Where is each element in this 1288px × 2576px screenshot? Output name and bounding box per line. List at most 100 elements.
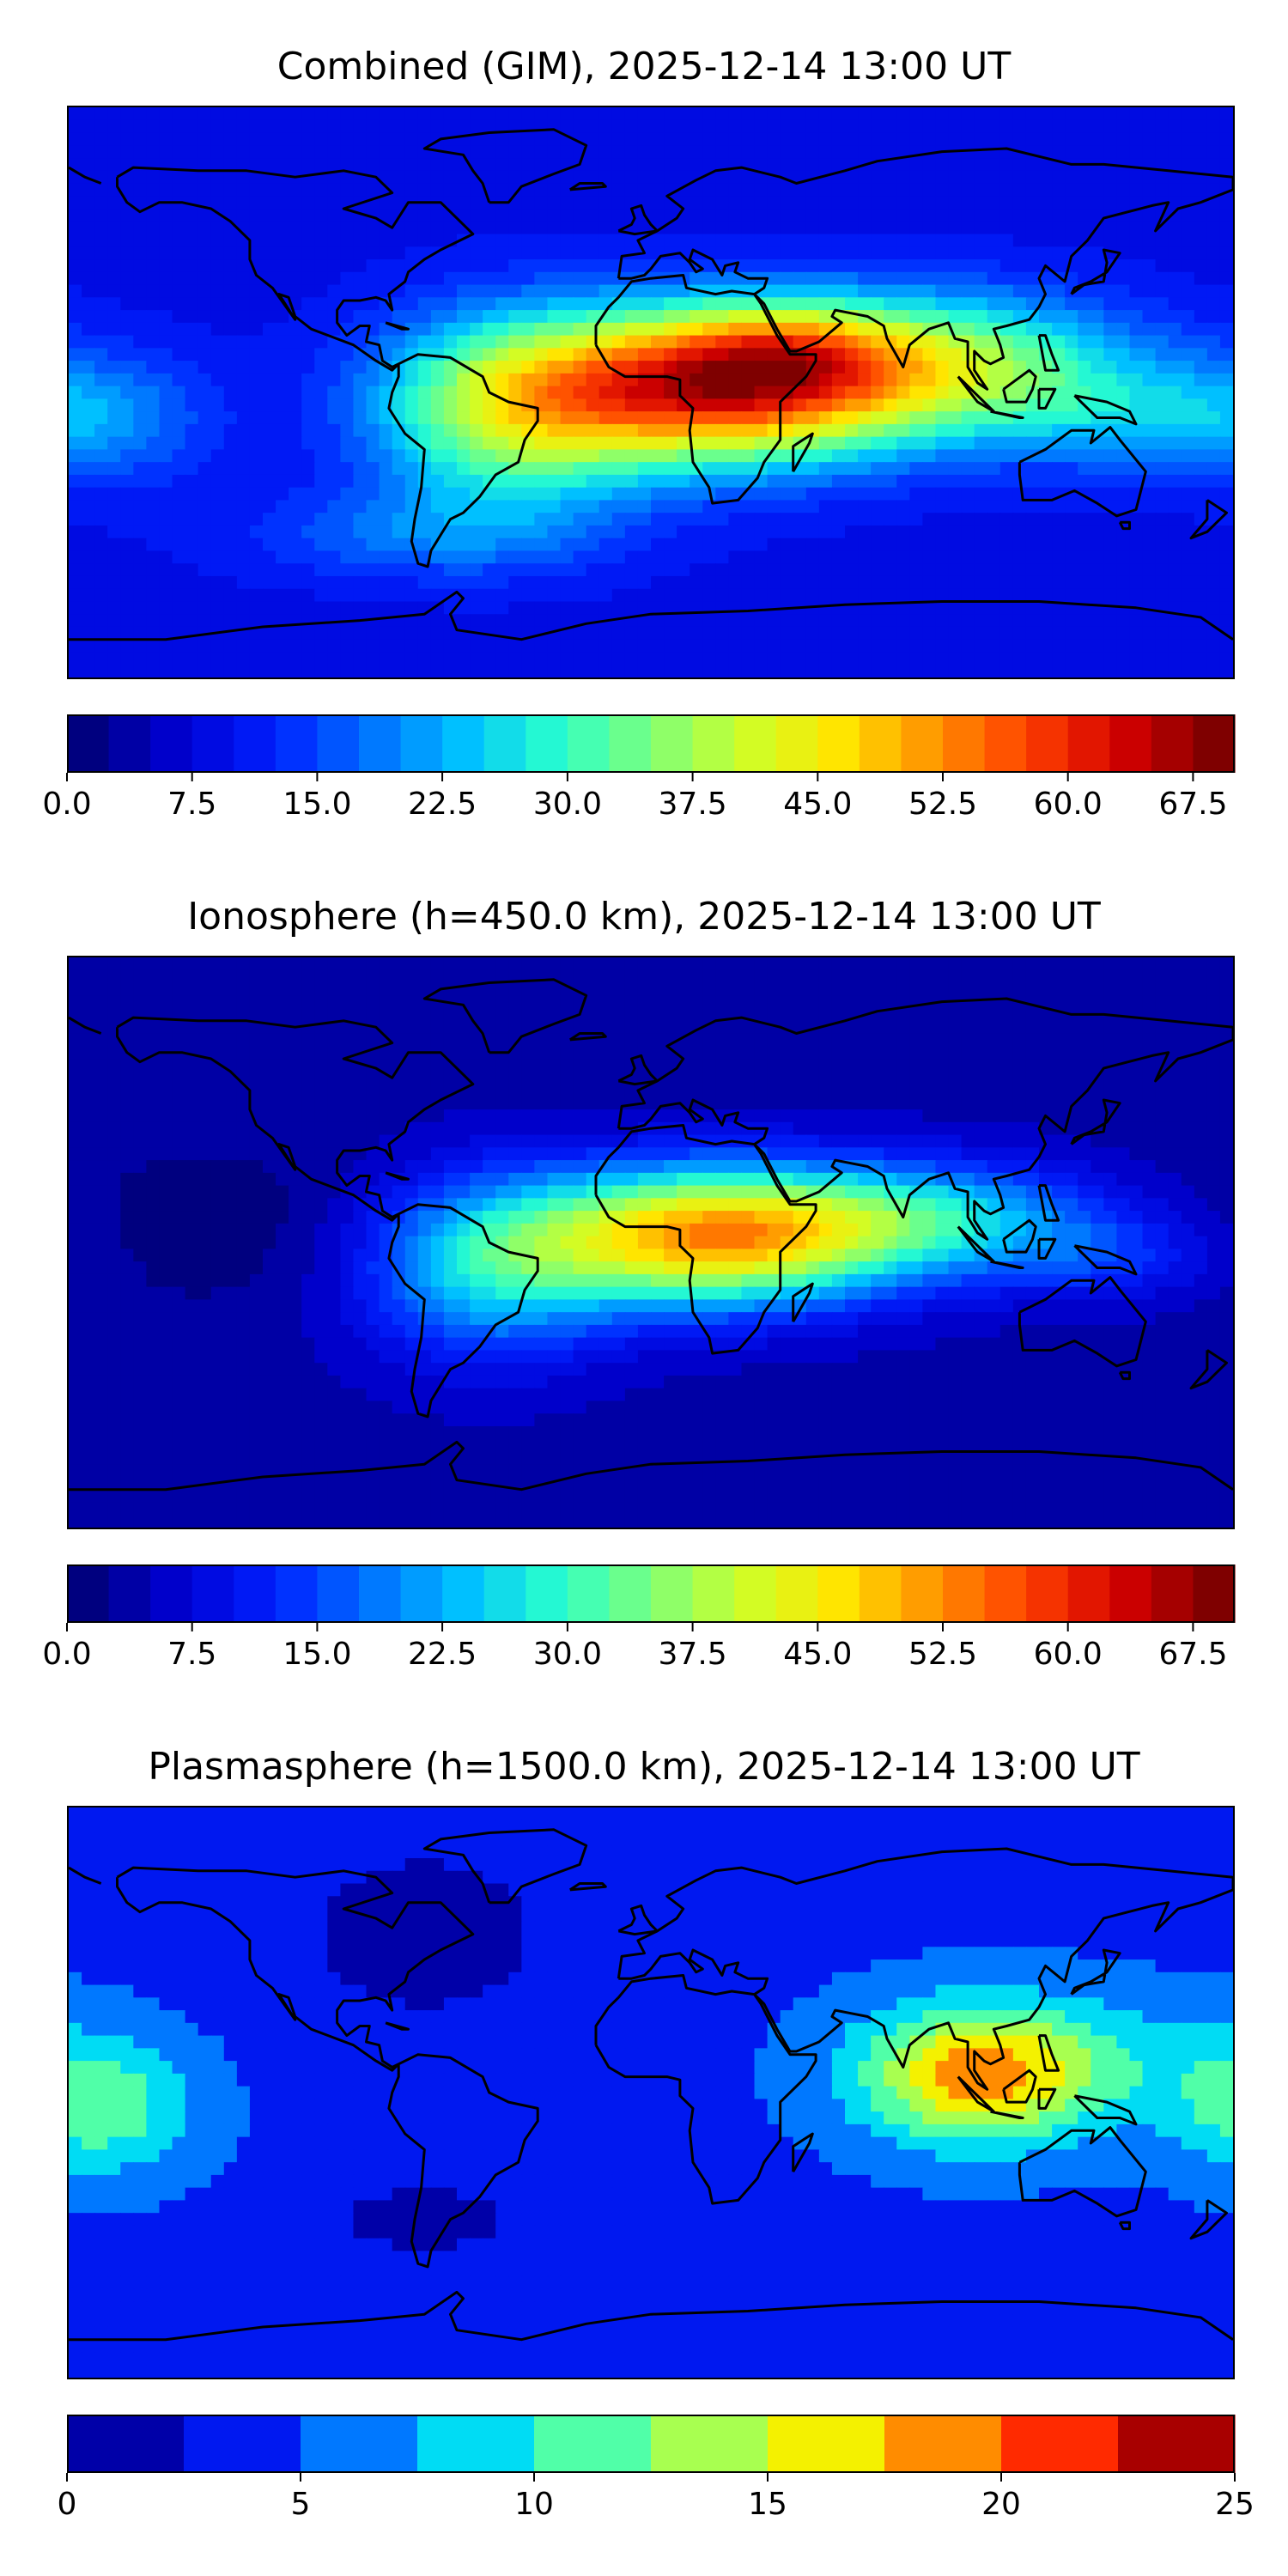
field-cell <box>197 1033 212 1047</box>
field-cell <box>379 322 393 337</box>
field-cell <box>146 386 161 400</box>
field-cell <box>909 1033 924 1047</box>
field-cell <box>1052 969 1066 984</box>
field-cell <box>172 183 186 197</box>
field-cell <box>677 639 690 653</box>
field-cell <box>1181 614 1195 628</box>
field-cell <box>948 601 963 615</box>
field-cell <box>430 373 445 387</box>
field-cell <box>1206 335 1221 349</box>
field-cell <box>767 436 781 451</box>
field-cell <box>1194 221 1208 235</box>
field-cell <box>845 259 859 273</box>
field-cell <box>69 575 82 590</box>
field-cell <box>223 626 238 641</box>
field-cell <box>1116 196 1131 210</box>
colorbar-tick-label: 67.5 <box>1158 787 1227 822</box>
field-cell <box>521 259 536 273</box>
field-cell <box>210 588 225 603</box>
field-cell <box>754 487 769 501</box>
field-cell <box>366 487 380 501</box>
field-cell <box>1129 361 1144 374</box>
field-cell <box>871 145 884 159</box>
field-cell <box>159 145 173 159</box>
field-cell <box>858 652 872 665</box>
field-cell <box>845 462 859 476</box>
field-cell <box>651 487 665 501</box>
field-cell <box>611 145 626 159</box>
field-cell <box>961 132 975 146</box>
field-cell <box>1206 969 1221 984</box>
field-cell <box>430 639 445 653</box>
field-cell <box>133 411 148 425</box>
field-cell <box>767 462 781 476</box>
field-cell <box>159 335 173 349</box>
field-cell <box>805 538 820 552</box>
tec-field <box>69 957 1233 1528</box>
field-cell <box>94 209 108 222</box>
field-cell <box>818 361 833 374</box>
field-cell <box>1012 348 1027 361</box>
field-cell <box>793 995 807 1009</box>
field-cell <box>560 196 574 210</box>
field-cell <box>1155 335 1170 349</box>
field-cell <box>1103 170 1118 185</box>
field-cell <box>780 107 794 121</box>
field-cell <box>508 474 523 489</box>
field-cell <box>443 158 458 172</box>
field-cell <box>547 107 562 121</box>
field-cell <box>935 246 950 260</box>
field-cell <box>586 386 600 400</box>
field-cell <box>1219 449 1233 463</box>
field-cell <box>236 1020 251 1035</box>
field-cell <box>728 246 743 260</box>
field-cell <box>547 386 562 400</box>
field-cell <box>120 246 135 260</box>
field-cell <box>651 234 665 248</box>
colorbar-swatch <box>442 714 485 773</box>
field-cell <box>470 398 483 412</box>
field-cell <box>276 1033 289 1047</box>
field-cell <box>624 500 639 513</box>
field-cell <box>1129 1033 1144 1047</box>
field-cell <box>1168 665 1182 677</box>
field-cell <box>728 170 743 185</box>
field-cell <box>263 373 276 387</box>
field-cell <box>223 297 238 311</box>
field-cell <box>508 563 523 577</box>
field-cell <box>573 196 587 210</box>
field-cell <box>133 575 148 590</box>
field-cell <box>884 411 897 425</box>
field-cell <box>69 1059 82 1072</box>
field-cell <box>1116 462 1131 476</box>
field-cell <box>443 563 458 577</box>
field-cell <box>249 601 264 615</box>
field-cell <box>999 500 1014 513</box>
field-cell <box>236 563 251 577</box>
field-cell <box>404 639 419 653</box>
field-cell <box>1078 145 1091 159</box>
field-cell <box>818 145 833 159</box>
field-cell <box>392 1046 406 1060</box>
field-cell <box>94 246 108 260</box>
field-cell <box>353 423 368 438</box>
field-cell <box>457 119 471 134</box>
field-cell <box>728 271 743 286</box>
field-cell <box>301 474 315 489</box>
field-cell <box>107 1059 121 1072</box>
field-cell <box>223 665 238 677</box>
field-cell <box>521 246 536 260</box>
field-cell <box>69 538 82 552</box>
field-cell <box>483 132 496 146</box>
field-cell <box>159 348 173 361</box>
field-cell <box>573 246 587 260</box>
field-cell <box>289 575 302 590</box>
field-cell <box>483 525 496 539</box>
field-cell <box>443 423 458 438</box>
field-cell <box>457 487 471 501</box>
field-cell <box>780 246 794 260</box>
field-cell <box>1206 550 1221 564</box>
field-cell <box>146 487 161 501</box>
field-cell <box>818 1008 833 1022</box>
field-cell <box>1206 601 1221 615</box>
